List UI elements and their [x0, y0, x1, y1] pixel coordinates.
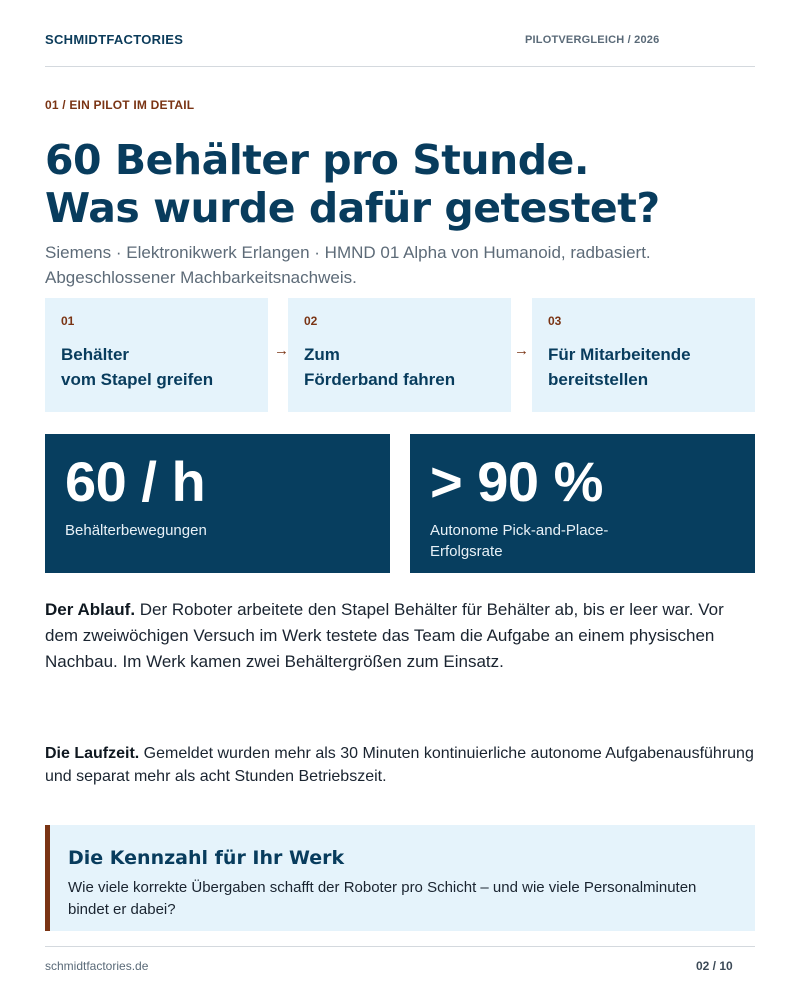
title-line-2: Was wurde dafür getestet? [45, 184, 660, 232]
step-label-line-1: Für Mitarbeitende [548, 345, 691, 364]
document-tag: PILOTVERGLEICH / 2026 [525, 34, 660, 46]
step-card-2: 02 Zum Förderband fahren [288, 298, 511, 412]
step-number: 01 [61, 314, 75, 328]
paragraph-lead: Der Ablauf. [45, 600, 136, 619]
subtitle-line-2: Abgeschlossener Machbarkeitsnachweis. [45, 268, 357, 287]
brand-name: SCHMIDTFACTORIES [45, 32, 184, 47]
paragraph-runtime: Die Laufzeit. Gemeldet wurden mehr als 3… [45, 742, 755, 788]
paragraph-text: Der Roboter arbeitete den Stapel Behälte… [45, 600, 724, 671]
stat-label: Autonome Pick-and-Place- Erfolgsrate [430, 520, 735, 562]
arrow-right-icon: → [274, 342, 289, 359]
stat-card-success-rate: > 90 % Autonome Pick-and-Place- Erfolgsr… [410, 434, 755, 573]
paragraph-process: Der Ablauf. Der Roboter arbeitete den St… [45, 597, 755, 675]
stat-label: Behälterbewegungen [65, 520, 370, 541]
footer-divider [45, 946, 755, 947]
key-metric-callout: Die Kennzahl für Ihr Werk Wie viele korr… [45, 825, 755, 931]
step-label-line-2: Förderband fahren [304, 370, 456, 389]
page-subtitle: Siemens · Elektronikwerk Erlangen · HMND… [45, 240, 755, 290]
callout-text: Wie viele korrekte Übergaben schafft der… [68, 879, 697, 918]
step-label: Für Mitarbeitende bereitstellen [548, 342, 739, 392]
step-label-line-2: bereitstellen [548, 370, 649, 389]
section-eyebrow: 01 / EIN PILOT IM DETAIL [45, 98, 195, 112]
stat-label-line-1: Autonome Pick-and-Place- [430, 522, 609, 539]
page-number: 02 / 10 [696, 959, 733, 973]
subtitle-line-1: Siemens · Elektronikwerk Erlangen · HMND… [45, 243, 651, 262]
paragraph-lead: Die Laufzeit. [45, 745, 140, 762]
step-card-1: 01 Behälter vom Stapel greifen [45, 298, 268, 412]
stat-label-line-1: Behälterbewegungen [65, 522, 207, 539]
stat-value: > 90 % [430, 450, 603, 513]
paragraph-text: Gemeldet wurden mehr als 30 Minuten kont… [45, 745, 754, 785]
step-number: 02 [304, 314, 318, 328]
step-label-line-1: Behälter [61, 345, 130, 364]
page-title: 60 Behälter pro Stunde. Was wurde dafür … [45, 136, 755, 232]
stat-card-throughput: 60 / h Behälterbewegungen [45, 434, 390, 573]
step-label-line-2: vom Stapel greifen [61, 370, 214, 389]
page-header: SCHMIDTFACTORIES PILOTVERGLEICH / 2026 [45, 32, 755, 52]
process-steps: 01 Behälter vom Stapel greifen → 02 Zum … [45, 298, 755, 412]
step-label: Zum Förderband fahren [304, 342, 495, 392]
step-card-3: 03 Für Mitarbeitende bereitstellen [532, 298, 755, 412]
title-line-1: 60 Behälter pro Stunde. [45, 136, 589, 184]
header-divider [45, 66, 755, 67]
step-label: Behälter vom Stapel greifen [61, 342, 252, 392]
stat-value: 60 / h [65, 450, 206, 513]
footer-url: schmidtfactories.de [45, 959, 149, 973]
stat-label-line-2: Erfolgsrate [430, 543, 503, 560]
arrow-right-icon: → [514, 342, 529, 359]
callout-title: Die Kennzahl für Ihr Werk [68, 847, 345, 869]
step-number: 03 [548, 314, 562, 328]
step-label-line-1: Zum [304, 345, 340, 364]
